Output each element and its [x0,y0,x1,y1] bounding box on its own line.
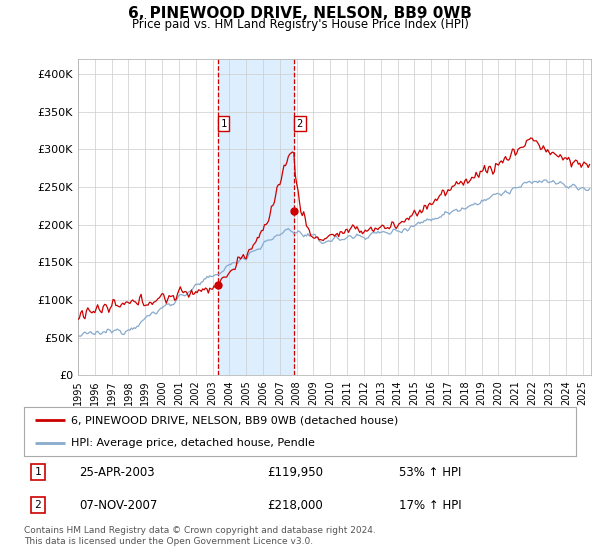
Text: 6, PINEWOOD DRIVE, NELSON, BB9 0WB: 6, PINEWOOD DRIVE, NELSON, BB9 0WB [128,6,472,21]
Text: 1: 1 [220,119,227,129]
Text: 25-APR-2003: 25-APR-2003 [79,465,155,479]
Text: 17% ↑ HPI: 17% ↑ HPI [400,498,462,512]
Text: 1: 1 [34,467,41,477]
Text: 2: 2 [34,500,41,510]
Text: 6, PINEWOOD DRIVE, NELSON, BB9 0WB (detached house): 6, PINEWOOD DRIVE, NELSON, BB9 0WB (deta… [71,416,398,426]
Text: 53% ↑ HPI: 53% ↑ HPI [400,465,462,479]
Bar [218,59,294,375]
Text: HPI: Average price, detached house, Pendle: HPI: Average price, detached house, Pend… [71,438,315,448]
Text: 07-NOV-2007: 07-NOV-2007 [79,498,158,512]
Text: Contains HM Land Registry data © Crown copyright and database right 2024.
This d: Contains HM Land Registry data © Crown c… [24,526,376,546]
Text: £218,000: £218,000 [267,498,323,512]
Text: Price paid vs. HM Land Registry's House Price Index (HPI): Price paid vs. HM Land Registry's House … [131,18,469,31]
Text: £119,950: £119,950 [267,465,323,479]
Text: 2: 2 [296,119,303,129]
